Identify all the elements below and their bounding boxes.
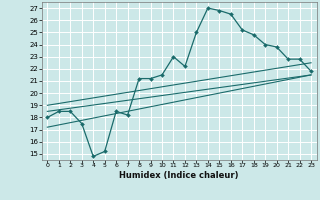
X-axis label: Humidex (Indice chaleur): Humidex (Indice chaleur): [119, 171, 239, 180]
